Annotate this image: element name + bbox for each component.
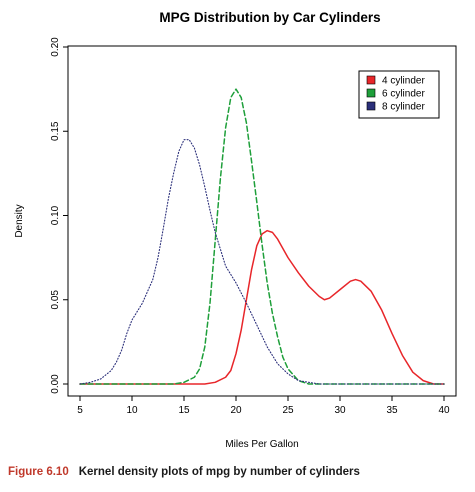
- figure-label: Figure 6.10: [8, 466, 69, 478]
- legend-label: 4 cylinder: [382, 76, 425, 87]
- x-tick-label: 25: [282, 405, 294, 416]
- series-line-4-cylinder: [79, 229, 445, 385]
- series-line-6-cylinder: [79, 88, 445, 385]
- series-layer: [79, 88, 445, 385]
- x-tick-label: 15: [178, 405, 190, 416]
- plot-frame: [67, 45, 457, 397]
- y-axis: 0.00 0.05 0.10 0.15 0.20: [50, 37, 68, 394]
- x-tick-label: 10: [126, 405, 138, 416]
- legend-swatch: [366, 88, 376, 98]
- legend-label: 6 cylinder: [382, 89, 425, 100]
- x-tick-label: 5: [77, 405, 83, 416]
- chart-title: MPG Distribution by Car Cylinders: [159, 10, 380, 25]
- x-tick-label: 40: [438, 405, 450, 416]
- y-tick-label: 0.15: [50, 121, 61, 141]
- caption-text: Kernel density plots of mpg by number of…: [78, 466, 360, 478]
- y-tick-label: 0.00: [50, 374, 61, 394]
- legend-swatch: [366, 75, 376, 85]
- x-tick-label: 20: [230, 405, 242, 416]
- x-tick-label: 35: [386, 405, 398, 416]
- y-tick-label: 0.20: [50, 37, 61, 57]
- series-line-8-cylinder: [79, 139, 445, 385]
- figure-caption: Figure 6.10 Kernel density plots of mpg b…: [8, 466, 360, 478]
- y-tick-label: 0.10: [50, 205, 61, 225]
- legend-label: 8 cylinder: [382, 102, 425, 113]
- x-tick-label: 30: [334, 405, 346, 416]
- density-chart: MPG Distribution by Car Cylinders 5 10 15 2…: [14, 10, 457, 450]
- x-axis-label: Miles Per Gallon: [225, 439, 298, 450]
- y-tick-label: 0.05: [50, 290, 61, 310]
- y-axis-label: Density: [14, 204, 25, 237]
- x-axis: 5 10 15 20 25 30 35 40: [77, 396, 450, 416]
- legend: 4 cylinder 6 cylinder 8 cylinder: [358, 70, 440, 119]
- legend-swatch: [366, 101, 376, 111]
